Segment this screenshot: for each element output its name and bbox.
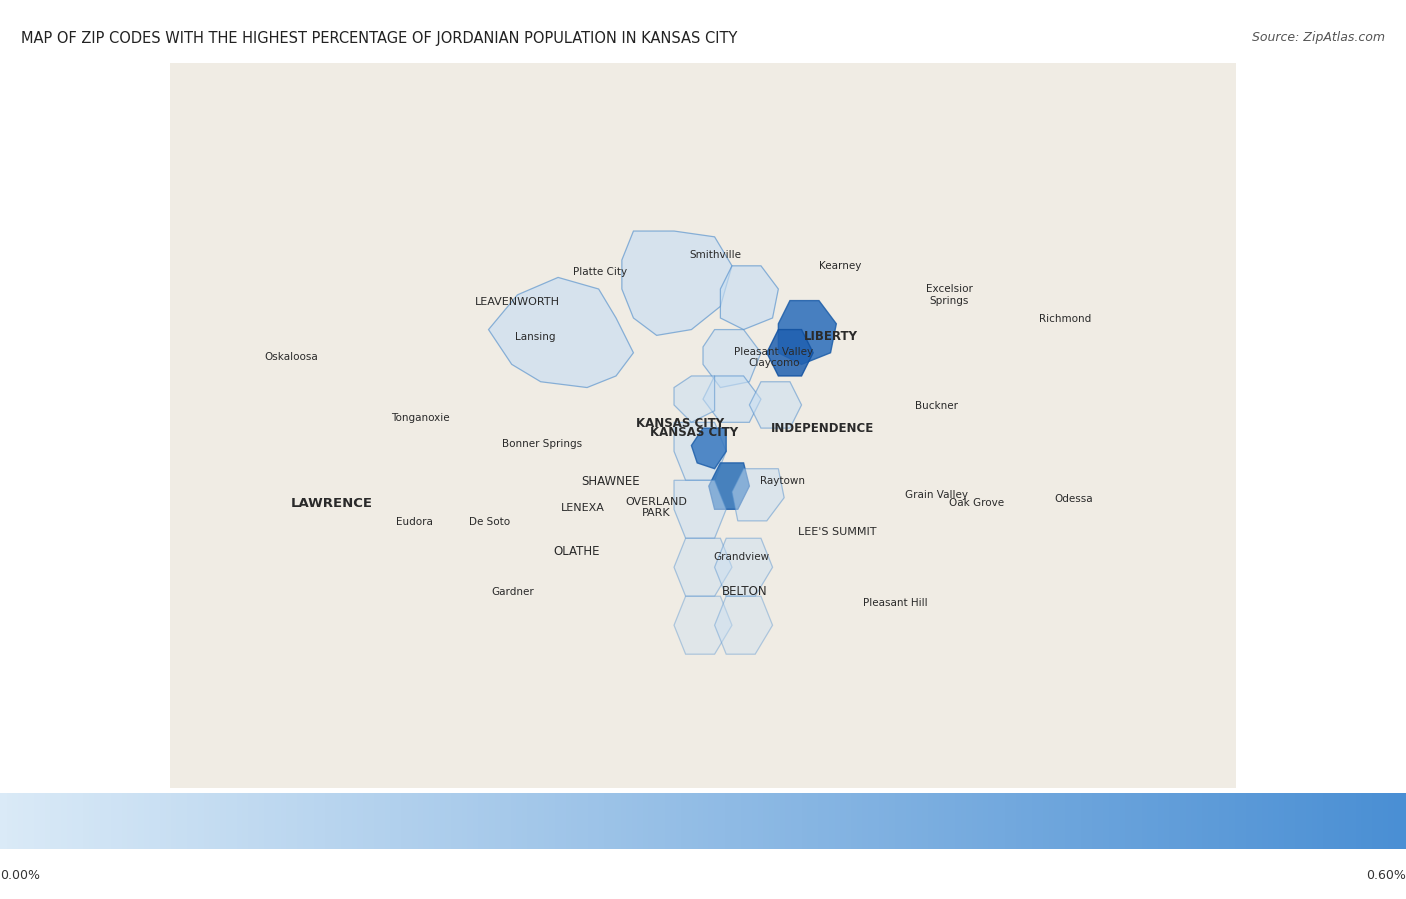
Text: BELTON: BELTON: [721, 585, 768, 598]
Text: 0.00%: 0.00%: [0, 869, 39, 882]
Text: MAP OF ZIP CODES WITH THE HIGHEST PERCENTAGE OF JORDANIAN POPULATION IN KANSAS C: MAP OF ZIP CODES WITH THE HIGHEST PERCEN…: [21, 31, 738, 47]
Polygon shape: [733, 468, 785, 521]
Polygon shape: [673, 423, 725, 480]
Text: De Soto: De Soto: [470, 517, 510, 527]
Text: Grandview: Grandview: [714, 552, 770, 562]
Text: Source: ZipAtlas.com: Source: ZipAtlas.com: [1251, 31, 1385, 44]
Polygon shape: [766, 330, 813, 376]
Polygon shape: [621, 231, 733, 335]
Polygon shape: [714, 539, 772, 596]
Text: Buckner: Buckner: [914, 401, 957, 411]
Text: Oskaloosa: Oskaloosa: [264, 352, 318, 361]
Text: Pleasant Valley
Claycomo: Pleasant Valley Claycomo: [734, 347, 813, 369]
Polygon shape: [703, 376, 761, 423]
Text: LAWRENCE: LAWRENCE: [291, 497, 373, 510]
Text: Raytown: Raytown: [759, 476, 804, 486]
Text: Smithville: Smithville: [690, 251, 742, 261]
Text: Oak Grove: Oak Grove: [949, 498, 1004, 509]
Polygon shape: [692, 428, 725, 468]
Text: SHAWNEE: SHAWNEE: [581, 475, 640, 488]
Polygon shape: [720, 266, 779, 330]
Text: Platte City: Platte City: [572, 267, 627, 277]
Polygon shape: [673, 376, 714, 423]
Text: 0.60%: 0.60%: [1367, 869, 1406, 882]
Text: INDEPENDENCE: INDEPENDENCE: [772, 422, 875, 434]
Text: KANSAS CITY: KANSAS CITY: [650, 426, 738, 440]
Text: OVERLAND
PARK: OVERLAND PARK: [626, 497, 688, 519]
Polygon shape: [673, 480, 725, 539]
Text: Grain Valley: Grain Valley: [904, 490, 967, 500]
Text: LEAVENWORTH: LEAVENWORTH: [475, 297, 560, 307]
Text: Excelsior
Springs: Excelsior Springs: [927, 284, 973, 306]
Text: KANSAS CITY: KANSAS CITY: [636, 417, 724, 430]
Text: LENEXA: LENEXA: [561, 503, 605, 512]
Polygon shape: [714, 596, 772, 654]
Text: Odessa: Odessa: [1054, 494, 1094, 503]
Polygon shape: [703, 330, 761, 387]
Text: Bonner Springs: Bonner Springs: [502, 439, 582, 449]
Text: LIBERTY: LIBERTY: [803, 330, 858, 343]
Text: Tonganoxie: Tonganoxie: [391, 413, 450, 423]
Text: Richmond: Richmond: [1039, 314, 1091, 325]
Polygon shape: [709, 463, 749, 509]
Polygon shape: [673, 596, 733, 654]
Text: OLATHE: OLATHE: [554, 545, 600, 557]
Polygon shape: [749, 382, 801, 428]
Polygon shape: [673, 539, 733, 596]
Text: LEE'S SUMMIT: LEE'S SUMMIT: [799, 528, 877, 538]
Text: Gardner: Gardner: [492, 586, 534, 597]
Text: Eudora: Eudora: [396, 517, 433, 527]
Polygon shape: [779, 300, 837, 364]
Text: Pleasant Hill: Pleasant Hill: [863, 598, 928, 609]
Text: Kearney: Kearney: [820, 262, 862, 271]
Text: Lansing: Lansing: [515, 332, 555, 342]
Polygon shape: [488, 278, 634, 387]
